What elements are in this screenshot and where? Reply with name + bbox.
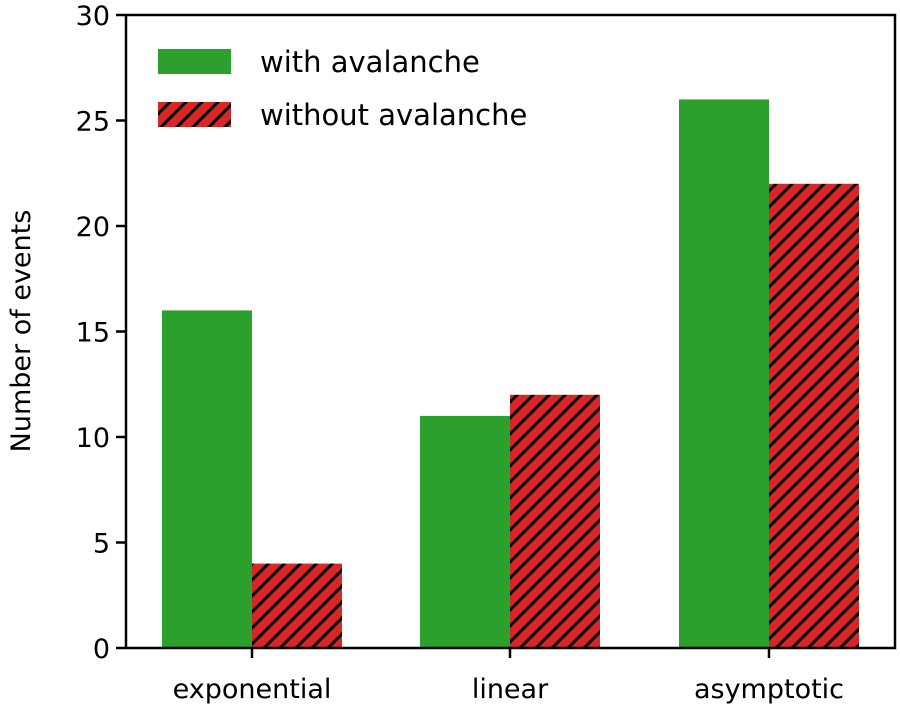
legend-label: with avalanche (260, 45, 480, 79)
x-axis-ticks: exponential linear asymptotic (173, 648, 844, 705)
legend-swatch-with (158, 49, 231, 74)
y-tick-label: 10 (76, 423, 110, 454)
bar-linear-with (420, 415, 510, 648)
legend-label: without avalanche (260, 98, 527, 132)
y-axis-label: Number of events (6, 210, 37, 453)
legend: with avalanche without avalanche (158, 45, 527, 132)
y-tick-label: 15 (76, 318, 110, 349)
x-tick-label: linear (472, 674, 549, 705)
y-tick-label: 0 (93, 634, 110, 665)
axes-frame (124, 13, 897, 650)
y-tick-label: 25 (76, 107, 110, 138)
x-tick-label: asymptotic (694, 674, 844, 705)
bar-exponential-without (252, 563, 342, 648)
bars-group (162, 99, 859, 649)
bar-asymptotic-without (769, 183, 859, 649)
legend-swatch-without (158, 102, 231, 127)
bar-asymptotic-with (679, 99, 769, 648)
x-tick-label: exponential (173, 674, 332, 705)
bar-linear-without (510, 394, 600, 648)
y-tick-label: 30 (76, 1, 110, 32)
bar-exponential-with (162, 310, 252, 648)
y-tick-label: 20 (76, 212, 110, 243)
y-tick-label: 5 (93, 529, 110, 560)
y-axis-ticks: 0 5 10 15 20 25 30 (76, 1, 126, 665)
